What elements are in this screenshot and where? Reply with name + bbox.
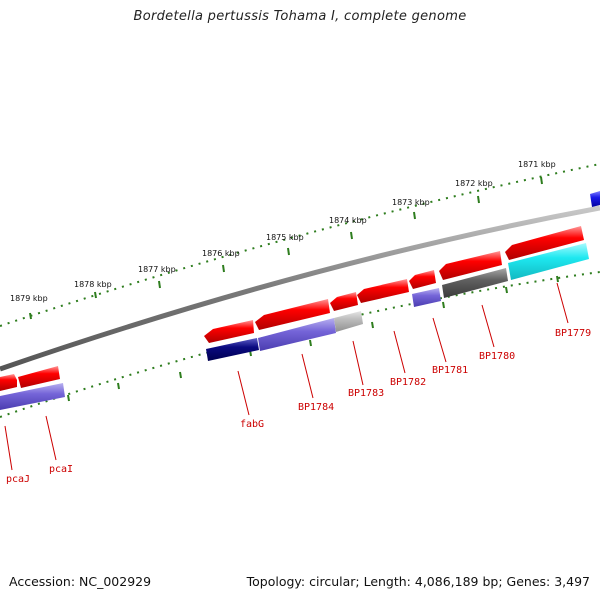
kbp-label-1872: 1872 kbp xyxy=(455,179,493,188)
gene-block-cyan[interactable] xyxy=(508,243,589,280)
kbp-label-1879: 1879 kbp xyxy=(10,294,48,303)
gene-label-BP1782[interactable]: BP1782 xyxy=(390,377,426,388)
gene-block-blue-2[interactable] xyxy=(258,318,336,351)
kbp-label-1873: 1873 kbp xyxy=(392,198,430,207)
gene-arrow-red-5[interactable] xyxy=(330,292,358,311)
kbp-label-1871: 1871 kbp xyxy=(518,160,556,169)
topology-text: Topology: circular; Length: 4,086,189 bp… xyxy=(246,574,590,589)
gene-label-fabG[interactable]: fabG xyxy=(240,419,264,430)
gene-arrow-red-2[interactable] xyxy=(18,366,60,388)
kbp-label-1876: 1876 kbp xyxy=(202,249,240,258)
gene-label-BP1779[interactable]: BP1779 xyxy=(555,328,591,339)
gene-arrow-red-7[interactable] xyxy=(409,270,436,289)
genome-backbone xyxy=(0,205,600,372)
gene-block-blue-1[interactable] xyxy=(0,383,65,410)
outer-tick-track xyxy=(0,163,600,327)
gene-arrow-red-4[interactable] xyxy=(255,299,330,330)
gene-block-lightgray[interactable] xyxy=(334,311,363,332)
gene-label-BP1780[interactable]: BP1780 xyxy=(479,351,515,362)
lower-gene-row xyxy=(0,243,589,410)
gene-label-BP1783[interactable]: BP1783 xyxy=(348,388,384,399)
inner-major-ticks xyxy=(67,275,559,402)
gene-label-BP1784[interactable]: BP1784 xyxy=(298,402,334,413)
kbp-label-1875: 1875 kbp xyxy=(266,233,304,242)
upper-gene-row xyxy=(0,191,600,391)
gene-block-blue-3[interactable] xyxy=(412,288,441,307)
gene-label-pcaJ[interactable]: pcaJ xyxy=(6,474,30,485)
kbp-label-1878: 1878 kbp xyxy=(74,280,112,289)
gene-arrow-red-1[interactable] xyxy=(0,374,17,391)
accession-text: Accession: NC_002929 xyxy=(9,574,152,589)
gene-label-BP1781[interactable]: BP1781 xyxy=(432,365,468,376)
inner-tick-track xyxy=(0,271,600,418)
gene-arrow-red-3[interactable] xyxy=(204,320,254,343)
kbp-label-1874: 1874 kbp xyxy=(329,216,367,225)
gene-block-darkblue-fabG[interactable] xyxy=(206,338,259,361)
gene-block-gray[interactable] xyxy=(442,268,508,298)
gene-arrow-red-8[interactable] xyxy=(439,251,502,280)
gene-arrow-red-9[interactable] xyxy=(505,226,584,260)
map-title: Bordetella pertussis Tohama I, complete … xyxy=(133,9,467,24)
outer-major-ticks xyxy=(29,176,543,320)
gene-label-pcaI[interactable]: pcaI xyxy=(49,464,73,475)
gene-arrow-blue-edge[interactable] xyxy=(590,191,600,207)
kbp-label-1877: 1877 kbp xyxy=(138,265,176,274)
label-leader-lines xyxy=(4,282,569,471)
gene-arrow-red-6[interactable] xyxy=(357,279,409,303)
